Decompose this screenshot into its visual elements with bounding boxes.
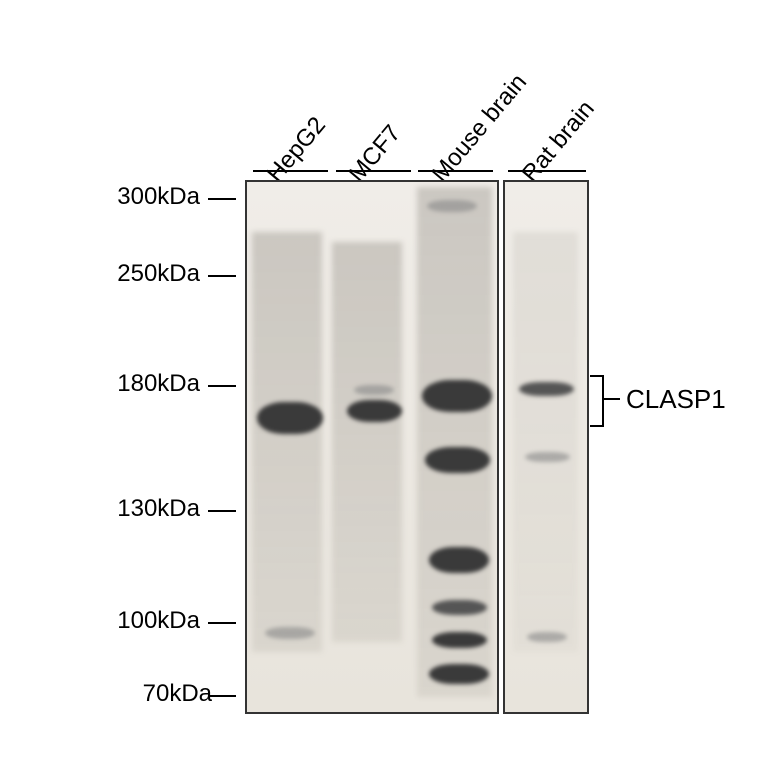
band xyxy=(347,400,402,422)
band xyxy=(432,632,487,648)
membrane-panel-1 xyxy=(245,180,499,714)
band xyxy=(257,402,323,434)
mw-label: 130kDa xyxy=(90,495,200,523)
band xyxy=(354,385,394,395)
mw-label: 300kDa xyxy=(90,183,200,211)
band xyxy=(429,664,489,684)
lane-underline xyxy=(418,170,493,172)
smear xyxy=(332,242,402,642)
lane-underline xyxy=(336,170,411,172)
smear xyxy=(513,232,578,652)
lane-underline xyxy=(508,170,586,172)
mw-tick xyxy=(208,622,236,624)
lane-label-2: MCF7 xyxy=(344,120,407,188)
mw-label: 100kDa xyxy=(90,607,200,635)
blot-container: HepG2 MCF7 Mouse brain Rat brain 300kDa … xyxy=(60,40,710,740)
mw-label: 70kDa xyxy=(102,680,212,708)
mw-label: 180kDa xyxy=(90,370,200,398)
target-bracket xyxy=(590,375,604,427)
mw-tick xyxy=(208,510,236,512)
smear xyxy=(417,187,492,697)
mw-tick xyxy=(208,695,236,697)
mw-tick xyxy=(208,385,236,387)
lane-label-1: HepG2 xyxy=(262,112,332,188)
blot-area xyxy=(245,180,585,710)
mw-label: 250kDa xyxy=(90,260,200,288)
band xyxy=(422,380,492,412)
membrane-panel-2 xyxy=(503,180,589,714)
smear xyxy=(252,232,322,652)
band xyxy=(425,447,490,473)
mw-tick xyxy=(208,275,236,277)
band xyxy=(432,600,487,615)
lane-label-4: Rat brain xyxy=(517,95,601,188)
band xyxy=(427,200,477,212)
band xyxy=(527,632,567,642)
lane-underline xyxy=(253,170,328,172)
band xyxy=(519,382,574,396)
band xyxy=(525,452,570,462)
target-label: CLASP1 xyxy=(626,384,726,415)
bracket-connector xyxy=(602,398,620,400)
band xyxy=(429,547,489,573)
band xyxy=(265,627,315,639)
mw-tick xyxy=(208,198,236,200)
